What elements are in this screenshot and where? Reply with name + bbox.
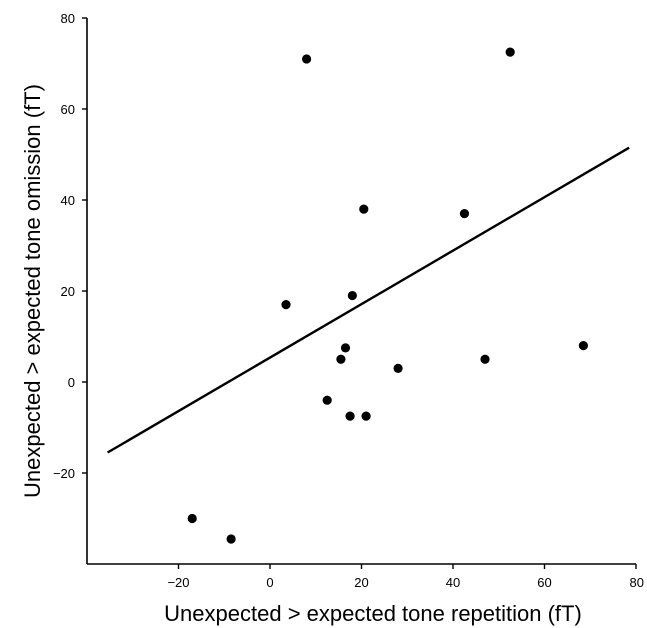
data-point [226, 534, 236, 544]
data-point [480, 354, 490, 364]
data-point [340, 343, 351, 353]
x-tick-label: 80 [630, 575, 644, 590]
x-tick-label: 20 [354, 575, 368, 590]
x-tick-label: −20 [167, 575, 189, 590]
data-points [187, 47, 588, 544]
regression-line [106, 146, 630, 454]
data-point [281, 300, 291, 310]
y-tick-label: −20 [53, 466, 75, 481]
data-point [345, 411, 355, 421]
y-tick-label: 60 [61, 102, 75, 117]
data-point [505, 47, 515, 57]
data-point [302, 54, 312, 64]
y-ticks: −20 0 20 40 60 80 [53, 11, 87, 481]
y-axis-title: Unexpected > expected tone omission (fT) [20, 84, 45, 498]
x-tick-label: 0 [266, 575, 273, 590]
x-axis-title: Unexpected > expected tone repetition (f… [164, 601, 582, 626]
y-tick-label: 20 [61, 284, 75, 299]
y-tick-label: 0 [68, 375, 75, 390]
data-point [359, 204, 369, 214]
data-point [459, 209, 470, 219]
x-tick-label: 40 [446, 575, 460, 590]
x-ticks: −20 0 20 40 60 80 [167, 564, 644, 590]
data-point [336, 354, 346, 364]
y-tick-label: 80 [61, 11, 75, 26]
regression-line-group [106, 146, 630, 454]
y-tick-label: 40 [61, 193, 75, 208]
x-tick-label: 60 [537, 575, 551, 590]
data-point [347, 290, 357, 301]
data-point [393, 363, 403, 373]
data-point [578, 341, 588, 351]
data-point [187, 513, 197, 524]
data-point [322, 395, 332, 405]
data-point [361, 411, 371, 421]
